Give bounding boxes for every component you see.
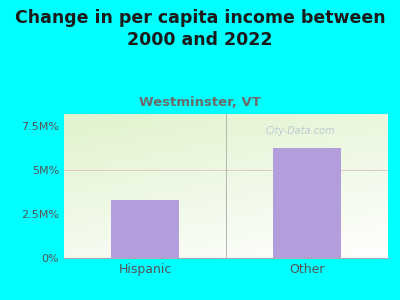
Text: Westminster, VT: Westminster, VT <box>139 96 261 109</box>
Bar <box>273 148 341 258</box>
Text: City-Data.com: City-Data.com <box>266 126 335 136</box>
Text: Change in per capita income between
2000 and 2022: Change in per capita income between 2000… <box>15 9 385 49</box>
Bar <box>111 200 179 258</box>
